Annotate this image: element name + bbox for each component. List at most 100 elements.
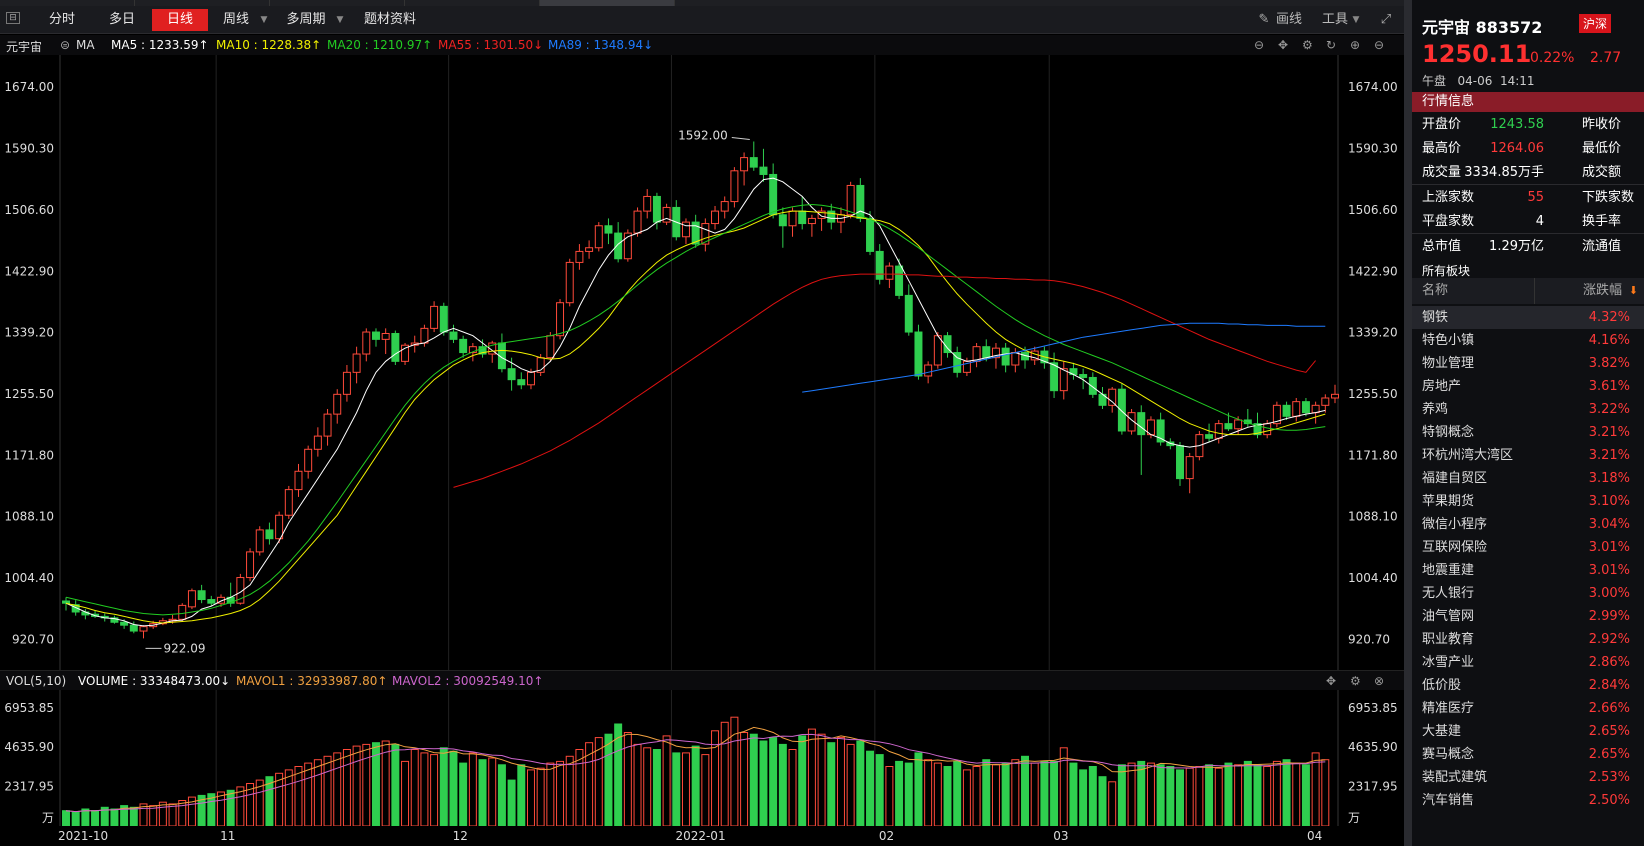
- sector-row[interactable]: 苹果期货 3.10%: [1412, 490, 1644, 513]
- tab[interactable]: [405, 0, 540, 6]
- date-tick-label: 11: [220, 829, 236, 843]
- candle-down: [371, 331, 380, 340]
- sector-name: 物业管理: [1422, 356, 1475, 371]
- panel-divider[interactable]: [1404, 0, 1412, 846]
- candle-down: [265, 529, 274, 540]
- fullscreen-icon[interactable]: ⤢: [1380, 12, 1392, 27]
- sector-change: 2.92%: [1588, 632, 1630, 647]
- sector-row[interactable]: 赛马概念 2.65%: [1412, 743, 1644, 766]
- volume-bar-down: [749, 733, 758, 826]
- move-icon[interactable]: ✥: [1326, 674, 1337, 688]
- sector-row[interactable]: 冰雪产业 2.86%: [1412, 651, 1644, 674]
- section-quote-info[interactable]: 行情信息: [1412, 92, 1644, 112]
- sector-row[interactable]: 钢铁 4.32%: [1412, 306, 1644, 329]
- volume-bar-up: [575, 749, 584, 826]
- sector-row[interactable]: 互联网保险 3.01%: [1412, 536, 1644, 559]
- volume-bar-down: [371, 742, 380, 826]
- pencil-icon[interactable]: ✎: [1258, 12, 1270, 27]
- sector-row[interactable]: 环杭州湾大湾区 3.21%: [1412, 444, 1644, 467]
- indicator-name[interactable]: MA: [76, 38, 95, 52]
- tab-active[interactable]: [540, 0, 675, 6]
- sidebar-toggle-icon[interactable]: ⊟: [6, 12, 20, 24]
- tools-button[interactable]: 工具: [1321, 12, 1348, 27]
- draw-line-button[interactable]: 画线: [1275, 12, 1302, 27]
- high-annotation: 1592.00: [678, 128, 728, 142]
- multiperiod-dropdown-icon[interactable]: ▼: [336, 15, 344, 25]
- sector-row[interactable]: 职业教育 2.92%: [1412, 628, 1644, 651]
- sector-row[interactable]: 装配式建筑 2.53%: [1412, 766, 1644, 789]
- tab[interactable]: [0, 0, 135, 6]
- sector-change: 2.84%: [1588, 678, 1630, 693]
- period-tab-theme-info[interactable]: 题材资料: [363, 12, 416, 27]
- period-tab-daily[interactable]: 日线: [152, 9, 208, 31]
- open-value: 1243.58: [1490, 117, 1544, 132]
- candle-up: [1321, 397, 1330, 406]
- column-divider: [1534, 278, 1535, 304]
- volume-chart[interactable]: 6953.85 4635.90 2317.95 万 6953.85 4635.90 231…: [0, 690, 1404, 826]
- sector-name: 钢铁: [1422, 310, 1449, 325]
- period-tab-weekly[interactable]: 周线: [222, 12, 249, 27]
- sort-desc-icon[interactable]: ⬇: [1628, 284, 1638, 297]
- column-name[interactable]: 名称: [1422, 283, 1449, 298]
- candlestick-chart[interactable]: 1674.00 1590.30 1506.60 1422.90 1339.20 1255.…: [0, 55, 1404, 670]
- ma89-line: [802, 322, 1326, 393]
- candle-up: [1127, 412, 1136, 432]
- volume-bar-up: [556, 760, 565, 826]
- sector-row[interactable]: 特色小镇 4.16%: [1412, 329, 1644, 352]
- close-icon[interactable]: ⊗: [1374, 674, 1385, 688]
- collapse-icon[interactable]: ⊖: [1254, 38, 1265, 52]
- sector-row[interactable]: 养鸡 3.22%: [1412, 398, 1644, 421]
- volume-bar-down: [875, 754, 884, 826]
- sector-row[interactable]: 地震重建 3.01%: [1412, 559, 1644, 582]
- tab[interactable]: [270, 0, 405, 6]
- column-change[interactable]: 涨跌幅: [1582, 283, 1622, 298]
- volume-bar-down: [449, 750, 458, 826]
- weekly-dropdown-icon[interactable]: ▼: [260, 15, 268, 25]
- remove-icon[interactable]: ⊖: [1374, 38, 1385, 52]
- settings-icon[interactable]: ⚙: [1302, 38, 1313, 52]
- sector-row[interactable]: 油气管网 2.99%: [1412, 605, 1644, 628]
- candle-up: [1292, 401, 1301, 417]
- volume-bar-up: [633, 743, 642, 826]
- period-tab-multiperiod[interactable]: 多周期: [286, 12, 326, 27]
- sector-row[interactable]: 房地产 3.61%: [1412, 375, 1644, 398]
- volume-bar-down: [1069, 762, 1078, 826]
- tools-dropdown-icon[interactable]: ▼: [1352, 15, 1360, 25]
- sector-row[interactable]: 精准医疗 2.66%: [1412, 697, 1644, 720]
- amount-label: 成交额: [1582, 165, 1622, 180]
- volume-bar-up: [536, 767, 545, 826]
- volume-bar-down: [507, 779, 516, 826]
- volume-bar-up: [1272, 760, 1281, 826]
- volume-bar-down: [1301, 764, 1310, 826]
- candle-up: [468, 346, 477, 354]
- settings-icon[interactable]: ⚙: [1350, 674, 1361, 688]
- indicator-menu-icon[interactable]: ⊜: [60, 38, 71, 52]
- sector-row[interactable]: 物业管理 3.82%: [1412, 352, 1644, 375]
- candle-down: [1156, 419, 1165, 443]
- volume-indicator-name[interactable]: VOL(5,10): [6, 674, 67, 688]
- volume-legend-row: VOL(5,10) VOLUME : 33348473.00↓ MAVOL1 :…: [0, 670, 1404, 690]
- sector-name: 环杭州湾大湾区: [1422, 448, 1514, 463]
- volume-bar-up: [1292, 762, 1301, 826]
- sector-row[interactable]: 低价股 2.84%: [1412, 674, 1644, 697]
- sector-row[interactable]: 特钢概念 3.21%: [1412, 421, 1644, 444]
- sector-change: 3.01%: [1588, 563, 1630, 578]
- add-icon[interactable]: ⊕: [1350, 38, 1361, 52]
- sector-row[interactable]: 汽车销售 2.50%: [1412, 789, 1644, 812]
- refresh-icon[interactable]: ↻: [1326, 38, 1337, 52]
- period-tab-fenshi[interactable]: 分时: [48, 12, 75, 27]
- period-tab-multiday[interactable]: 多日: [108, 12, 135, 27]
- sector-row[interactable]: 微信小程序 3.04%: [1412, 513, 1644, 536]
- sector-name: 苹果期货: [1422, 494, 1475, 509]
- tab[interactable]: [135, 0, 270, 6]
- candle-down: [856, 184, 865, 219]
- sector-change: 2.50%: [1588, 793, 1630, 808]
- sector-row[interactable]: 大基建 2.65%: [1412, 720, 1644, 743]
- sector-name: 微信小程序: [1422, 517, 1488, 532]
- all-sectors-label[interactable]: 所有板块: [1422, 264, 1471, 278]
- low-annotation: 922.09: [163, 641, 205, 655]
- sector-row[interactable]: 福建自贸区 3.18%: [1412, 467, 1644, 490]
- move-icon[interactable]: ✥: [1278, 38, 1289, 52]
- sector-row[interactable]: 无人银行 3.00%: [1412, 582, 1644, 605]
- candle-down: [866, 217, 875, 252]
